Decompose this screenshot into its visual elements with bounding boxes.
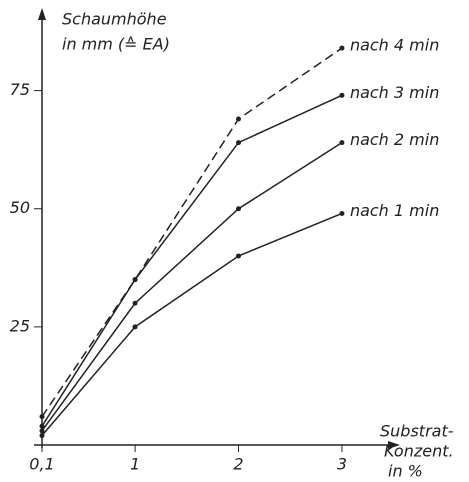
series-line	[41, 141, 343, 432]
point	[339, 210, 345, 216]
point	[339, 140, 345, 146]
series-label: nach 1 min	[350, 201, 439, 220]
point	[39, 433, 45, 439]
y-tick-label: 25	[10, 316, 30, 335]
series-label: nach 3 min	[350, 83, 439, 102]
series-line	[41, 212, 343, 437]
point	[236, 116, 242, 122]
point	[132, 277, 138, 283]
series-line	[41, 94, 343, 427]
x-tick-label: 1	[130, 455, 140, 474]
x-tick-label: 2	[233, 455, 243, 474]
x-axis-arrow	[388, 441, 400, 449]
series-label: nach 2 min	[350, 130, 439, 149]
x-tick-label: 3	[337, 455, 347, 474]
point	[39, 414, 45, 420]
point	[39, 428, 45, 434]
point	[39, 423, 45, 429]
point	[132, 300, 138, 306]
y-axis-arrow	[38, 8, 46, 20]
y-tick-label: 75	[10, 80, 30, 99]
y-axis-label: Schaumhöhe	[62, 10, 167, 29]
series-label: nach 4 min	[350, 36, 439, 55]
x-axis-label: Konzent.	[384, 442, 454, 461]
point	[236, 253, 242, 259]
point	[236, 206, 242, 212]
x-tick-label: 0,1	[29, 455, 54, 474]
y-tick-label: 50	[10, 198, 30, 217]
point	[339, 92, 345, 98]
point	[132, 324, 138, 330]
y-axis-label: in mm (≙ EA)	[62, 35, 170, 54]
point	[236, 140, 242, 146]
point	[339, 45, 345, 51]
x-axis-label: Substrat-	[380, 422, 454, 441]
x-axis-label: in %	[388, 462, 423, 481]
